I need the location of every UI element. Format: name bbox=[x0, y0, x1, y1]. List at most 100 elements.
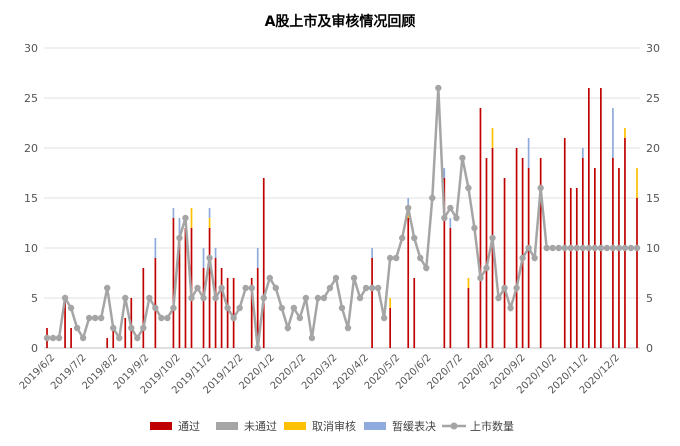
bar bbox=[371, 248, 373, 258]
bar bbox=[636, 168, 638, 198]
line-point bbox=[459, 154, 466, 162]
bar bbox=[563, 138, 566, 348]
line-point bbox=[176, 234, 183, 242]
line-point bbox=[266, 274, 273, 282]
bar bbox=[575, 188, 578, 348]
line-point bbox=[218, 284, 225, 292]
line-point bbox=[392, 254, 400, 262]
line-point bbox=[585, 244, 593, 252]
line-point bbox=[543, 244, 550, 252]
legend-label: 未通过 bbox=[244, 420, 277, 433]
line-point bbox=[591, 244, 599, 252]
bar bbox=[467, 278, 470, 288]
line-point bbox=[320, 294, 328, 302]
bar bbox=[449, 218, 452, 228]
y2-tick-label: 30 bbox=[646, 42, 660, 55]
line-point bbox=[134, 334, 141, 342]
bar bbox=[443, 168, 446, 178]
line-point bbox=[110, 324, 117, 332]
bar bbox=[70, 328, 72, 348]
line-point bbox=[67, 304, 75, 312]
bar bbox=[208, 208, 211, 218]
line-point bbox=[104, 284, 111, 292]
bar bbox=[256, 248, 259, 268]
line-point bbox=[417, 254, 424, 262]
bar bbox=[624, 128, 626, 138]
bar bbox=[112, 328, 115, 348]
y-tick-label: 15 bbox=[24, 192, 38, 205]
bar bbox=[587, 88, 590, 348]
line-point bbox=[200, 294, 207, 302]
y-tick-label: 5 bbox=[31, 292, 38, 305]
line-point bbox=[627, 244, 635, 252]
bar bbox=[178, 238, 181, 348]
bar bbox=[184, 228, 187, 348]
line-point bbox=[362, 284, 370, 292]
bar bbox=[600, 88, 602, 348]
line-point bbox=[350, 274, 358, 282]
bar bbox=[594, 168, 596, 348]
line-point bbox=[188, 294, 195, 302]
line-point bbox=[272, 284, 279, 292]
line-point bbox=[447, 204, 454, 212]
legend-label: 上市数量 bbox=[470, 419, 514, 433]
legend: 通过 未通过 取消审核 暂缓表决 上市数量 bbox=[150, 419, 514, 433]
line-point bbox=[49, 334, 57, 342]
bar bbox=[172, 208, 175, 218]
bar bbox=[618, 168, 620, 348]
bar bbox=[178, 218, 181, 238]
line-point bbox=[411, 234, 418, 242]
bar bbox=[214, 248, 217, 258]
bar bbox=[142, 268, 145, 348]
bar bbox=[208, 228, 211, 348]
line-point bbox=[248, 284, 255, 292]
bar bbox=[449, 228, 452, 348]
line-point bbox=[507, 304, 514, 312]
bar bbox=[521, 158, 524, 348]
legend-swatch bbox=[216, 422, 238, 430]
line-point bbox=[380, 314, 388, 322]
bar bbox=[515, 148, 518, 348]
bar bbox=[232, 278, 235, 348]
bar bbox=[479, 108, 482, 348]
bar bbox=[154, 258, 157, 348]
bar bbox=[624, 138, 626, 348]
bar bbox=[581, 158, 584, 348]
line-point bbox=[308, 334, 316, 342]
line-point bbox=[465, 184, 472, 192]
y2-tick-label: 5 bbox=[646, 292, 653, 305]
bar bbox=[389, 298, 392, 308]
line-point bbox=[122, 294, 129, 302]
y-tick-label: 0 bbox=[31, 342, 38, 355]
line-point bbox=[206, 254, 213, 262]
line-point bbox=[91, 314, 99, 322]
line-point bbox=[453, 214, 460, 222]
line-point bbox=[483, 264, 490, 272]
line-point bbox=[332, 274, 340, 282]
line-point bbox=[621, 244, 629, 252]
line-point bbox=[236, 304, 243, 312]
bar bbox=[389, 308, 392, 348]
bar bbox=[202, 248, 205, 268]
line-point bbox=[477, 274, 484, 282]
line-point bbox=[164, 314, 171, 322]
bar bbox=[443, 178, 446, 348]
line-point bbox=[519, 254, 526, 262]
line-point bbox=[302, 294, 310, 302]
legend-label: 取消审核 bbox=[312, 419, 356, 433]
y-tick-label: 25 bbox=[24, 92, 38, 105]
line-point bbox=[537, 184, 544, 192]
line-point bbox=[260, 294, 267, 302]
bar bbox=[172, 218, 175, 348]
line-series bbox=[43, 84, 641, 352]
line-point bbox=[531, 254, 538, 262]
line-point bbox=[326, 284, 334, 292]
line-point bbox=[561, 244, 568, 252]
bar bbox=[226, 278, 229, 348]
legend-label: 暂缓表决 bbox=[392, 419, 436, 433]
line-point bbox=[79, 334, 87, 342]
bar bbox=[569, 188, 572, 348]
bar bbox=[256, 268, 259, 348]
chart-title: A股上市及审核情况回顾 bbox=[265, 13, 416, 30]
line-point bbox=[182, 214, 189, 222]
